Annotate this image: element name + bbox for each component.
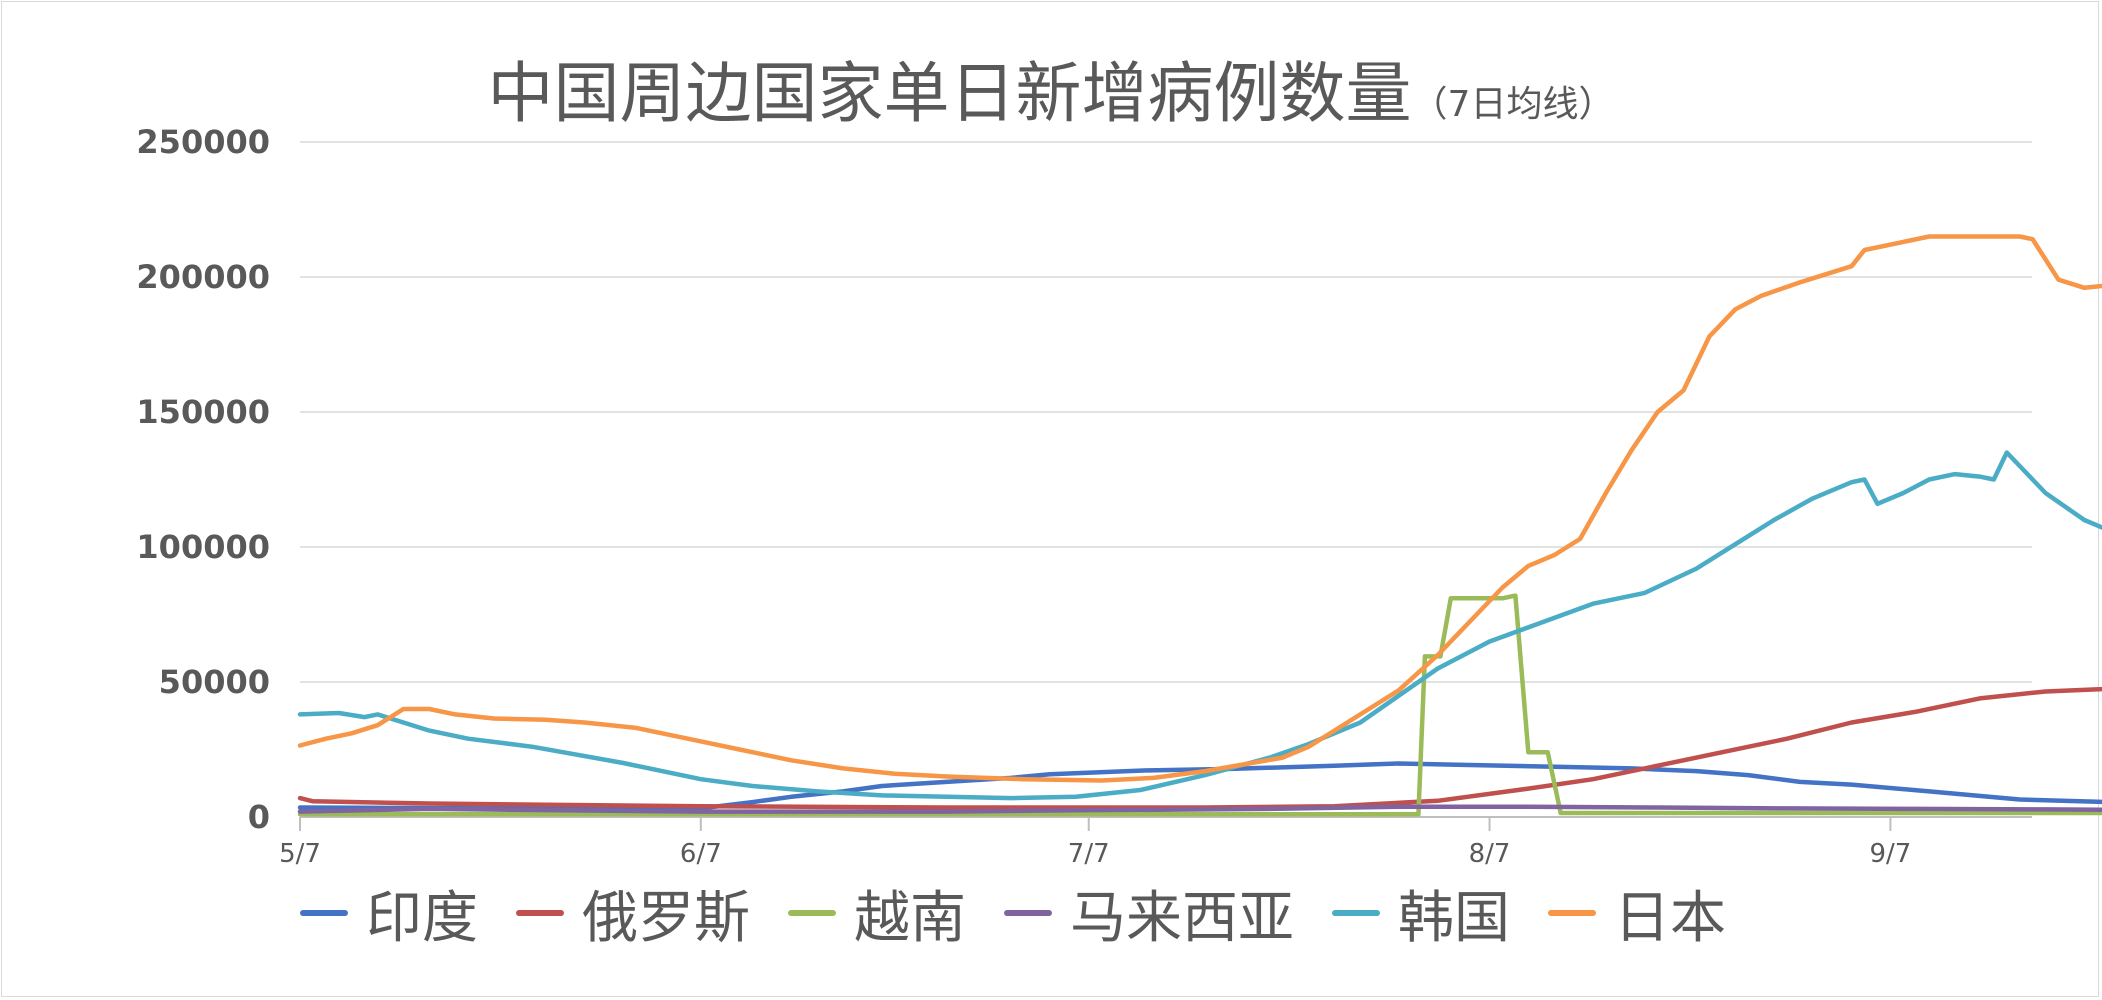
legend-item: 马来西亚 (1004, 873, 1294, 954)
y-tick-label: 150000 (136, 393, 270, 431)
series-line (297, 234, 2102, 783)
legend-item: 越南 (788, 873, 966, 954)
series-line (297, 804, 2102, 814)
gridlines (300, 141, 2032, 683)
chart-subtitle: （7日均线） (1411, 84, 1615, 125)
legend-label: 韩国 (1398, 885, 1510, 951)
legend-label: 马来西亚 (1070, 885, 1294, 951)
series-line (297, 761, 2102, 811)
legend-swatch (1004, 910, 1052, 916)
y-tick-label: 200000 (136, 258, 270, 296)
legend-item: 俄罗斯 (516, 873, 750, 954)
legend-label: 日本 (1614, 885, 1726, 951)
y-tick-label: 50000 (159, 663, 270, 701)
y-axis-ticks: 0 50000 100000 150000 200000 250000 (136, 123, 270, 836)
chart-legend: 印度 俄罗斯 越南 马来西亚 韩国 日本 (300, 878, 1764, 951)
x-tick-label: 6/7 (680, 839, 722, 869)
y-tick-label: 0 (248, 798, 270, 836)
chart-title-block: 中国周边国家单日新增病例数量（7日均线） (0, 40, 2102, 136)
legend-swatch (516, 910, 564, 916)
x-tick-label: 9/7 (1869, 839, 1911, 869)
legend-swatch (1332, 910, 1380, 916)
legend-swatch (300, 910, 348, 916)
x-axis-ticks: 5/7 6/7 7/7 8/7 9/7 (279, 817, 1911, 869)
series-lines (297, 234, 2102, 817)
y-tick-label: 250000 (136, 123, 270, 161)
legend-swatch (788, 910, 836, 916)
chart-title: 中国周边国家单日新增病例数量 (487, 55, 1412, 132)
legend-item: 印度 (300, 873, 478, 954)
legend-label: 俄罗斯 (582, 885, 750, 951)
x-tick-label: 5/7 (279, 839, 321, 869)
x-tick-label: 7/7 (1068, 839, 1110, 869)
legend-item: 韩国 (1332, 873, 1510, 954)
legend-label: 越南 (854, 885, 966, 951)
legend-swatch (1548, 910, 1596, 916)
legend-item: 日本 (1548, 873, 1726, 954)
series-line (297, 686, 2102, 810)
x-tick-label: 8/7 (1469, 839, 1511, 869)
y-tick-label: 100000 (136, 528, 270, 566)
series-line (297, 450, 2102, 801)
series-line (297, 593, 2102, 817)
legend-label: 印度 (366, 885, 478, 951)
